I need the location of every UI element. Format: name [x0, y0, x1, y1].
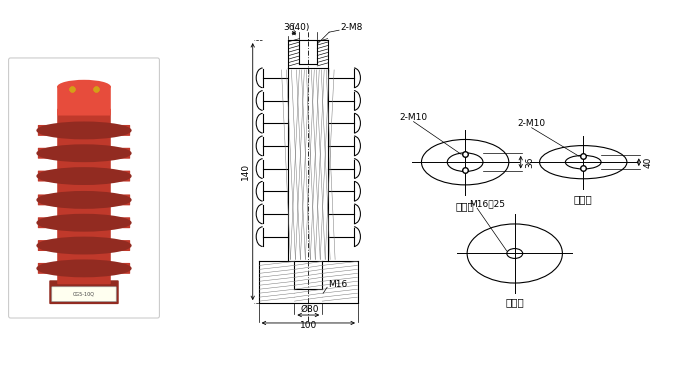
Text: M16淲25: M16淲25 [469, 199, 505, 208]
FancyBboxPatch shape [38, 263, 130, 274]
Text: 上法兰: 上法兰 [456, 201, 475, 211]
Text: 140: 140 [241, 163, 251, 180]
Text: M16: M16 [328, 280, 347, 289]
Text: 100: 100 [300, 321, 317, 330]
Text: 2-M10: 2-M10 [517, 119, 546, 128]
FancyBboxPatch shape [38, 217, 130, 228]
FancyBboxPatch shape [52, 287, 116, 302]
Ellipse shape [36, 259, 132, 277]
FancyBboxPatch shape [38, 195, 130, 205]
Text: 40: 40 [644, 157, 653, 168]
Text: 36: 36 [526, 157, 535, 168]
FancyBboxPatch shape [38, 240, 130, 251]
Ellipse shape [36, 167, 132, 185]
Ellipse shape [36, 144, 132, 162]
Text: (40): (40) [291, 23, 309, 32]
FancyBboxPatch shape [38, 171, 130, 182]
Ellipse shape [36, 122, 132, 140]
Ellipse shape [57, 80, 111, 94]
Text: 2-M10: 2-M10 [400, 113, 428, 122]
Ellipse shape [36, 191, 132, 209]
FancyBboxPatch shape [38, 148, 130, 159]
FancyBboxPatch shape [57, 86, 111, 116]
Text: CG5-10Q: CG5-10Q [73, 292, 95, 297]
Text: 下法兰: 下法兰 [505, 297, 524, 307]
Text: 上法兰: 上法兰 [574, 195, 593, 205]
FancyBboxPatch shape [8, 58, 160, 318]
Ellipse shape [36, 237, 132, 254]
Text: 2-M8: 2-M8 [340, 23, 363, 32]
FancyBboxPatch shape [57, 109, 111, 284]
Ellipse shape [36, 214, 132, 232]
FancyBboxPatch shape [49, 280, 119, 304]
FancyBboxPatch shape [38, 125, 130, 136]
Text: 36: 36 [284, 23, 295, 32]
Text: Ø80: Ø80 [301, 305, 319, 314]
